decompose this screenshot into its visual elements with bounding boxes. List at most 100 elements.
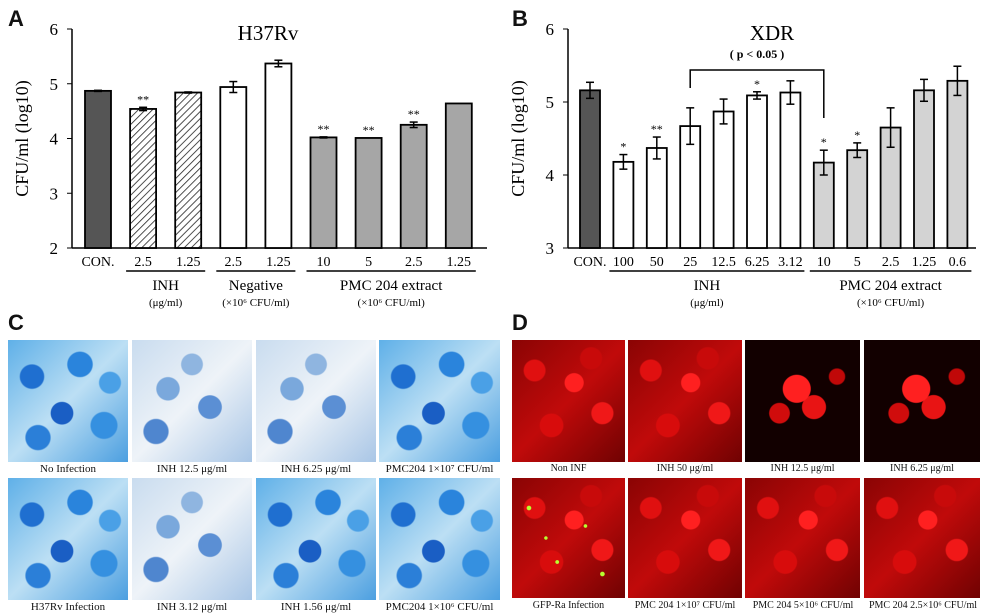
caption: PMC204 1×10⁷ CFU/ml [385,463,494,475]
significance-bracket [689,69,825,118]
caption: Non INF [550,463,587,474]
x-tick-label: 2.5 [134,255,152,270]
caption: PMC 204 5×10⁶ CFU/ml [752,600,854,611]
x-tick-label: 1.25 [176,255,201,270]
fluorescence-inh-50 [628,340,742,462]
fluorescence-pmc204-5e6 [745,478,860,598]
group-label: Negative [229,278,283,294]
bar [645,147,668,249]
significance-mark: * [754,77,760,91]
group-label: INH [694,278,721,294]
fluorescence-pmc204-1e7 [628,478,742,598]
fluorescence-gfp-ra-infection [512,478,625,598]
bar [846,149,869,249]
x-tick-label: 5 [854,255,861,270]
caption: INH 1.56 μg/ml [280,601,352,613]
bar [946,79,969,249]
caption: PMC 204 2.5×10⁶ CFU/ml [868,600,978,611]
caption: INH 6.25 μg/ml [280,463,352,475]
significance-mark: ** [651,122,663,136]
caption: INH 6.25 μg/ml [890,463,954,474]
caption: INH 12.5 μg/ml [156,463,228,475]
y-tick-label: 6 [50,20,59,39]
bracket-label: ( p < 0.05 ) [730,47,785,61]
bar [913,89,935,249]
x-tick-label: 12.5 [711,255,736,270]
group-label: PMC 204 extract [340,278,443,294]
bar [579,89,601,249]
bar [219,86,248,249]
group-label: PMC 204 extract [839,278,942,294]
caption: GFP-Ra Infection [532,600,605,611]
x-tick-label: 100 [613,255,634,270]
significance-mark: ** [137,92,149,106]
x-tick-label: 10 [817,255,831,270]
bar [779,91,802,249]
x-tick-label: 0.6 [949,255,967,270]
group-unit: (×10⁶ CFU/ml) [857,297,925,309]
micrograph-inh-6-25 [256,340,376,462]
significance-mark: * [854,128,860,142]
y-tick-label: 3 [50,184,59,203]
chart-h37rv: H37Rv CFU/ml (log10) 2 3 4 5 6 CON. ** 2.5 1.25 2.5… [12,20,487,309]
chart-title: XDR [750,21,794,45]
group-unit: (×10⁶ CFU/ml) [358,297,426,309]
y-tick-label: 2 [50,239,59,258]
x-tick-label: 25 [683,255,697,270]
x-tick-label: 50 [650,255,664,270]
fluorescence-pmc204-2-5e6 [864,478,980,598]
significance-mark: ** [408,107,420,121]
bar [444,102,473,249]
micrograph-inh-12-5 [132,340,252,462]
bar [712,110,735,249]
micrograph-no-infection [8,340,128,462]
panel-label-b: B [512,6,528,31]
panel-label-d: D [512,310,528,335]
bar [612,160,635,249]
bar [354,137,383,249]
caption: H37Rv Infection [30,601,106,613]
group-unit: (μg/ml) [149,297,183,309]
x-tick-label: 1.25 [266,255,291,270]
chart-title: H37Rv [238,21,299,45]
x-tick-label: 2.5 [225,255,243,270]
micrograph-pmc204-1e6 [379,478,500,600]
y-tick-label: 5 [546,93,555,112]
y-tick-label: 3 [546,239,555,258]
bar [746,94,768,249]
x-tick-label: 3.12 [778,255,803,270]
micrograph-inh-1-56 [256,478,376,600]
x-tick-label: 1.25 [912,255,937,270]
caption: INH 3.12 μg/ml [156,601,228,613]
bar [84,89,112,249]
significance-mark: ** [363,123,375,137]
caption: PMC204 1×10⁶ CFU/ml [385,601,494,613]
panel-label-a: A [8,6,24,31]
x-tick-label: CON. [81,255,114,270]
y-tick-label: 4 [50,130,59,149]
significance-mark: * [821,135,827,149]
y-tick-label: 5 [50,75,59,94]
micrograph-inh-3-12 [132,478,252,600]
fluorescence-inh-12-5 [745,340,860,462]
x-tick-label: 6.25 [745,255,770,270]
caption: No Infection [40,463,96,475]
caption: INH 12.5 μg/ml [770,463,835,474]
x-tick-label: 1.25 [447,255,472,270]
significance-mark: * [620,140,626,154]
x-tick-label: 10 [317,255,331,270]
bar [174,91,203,249]
caption: INH 50 μg/ml [656,463,714,474]
x-tick-label: 2.5 [882,255,900,270]
micrograph-h37rv-infection [8,478,128,600]
group-unit: (μg/ml) [690,297,724,309]
fluorescence-non-inf [512,340,625,462]
x-tick-label: CON. [573,255,606,270]
bar [309,136,338,249]
y-axis-label: CFU/ml (log10) [508,80,529,197]
y-tick-label: 6 [546,20,555,39]
micrograph-pmc204-1e7 [379,340,500,462]
y-tick-label: 4 [546,166,555,185]
fluorescence-inh-6-25 [864,340,980,462]
